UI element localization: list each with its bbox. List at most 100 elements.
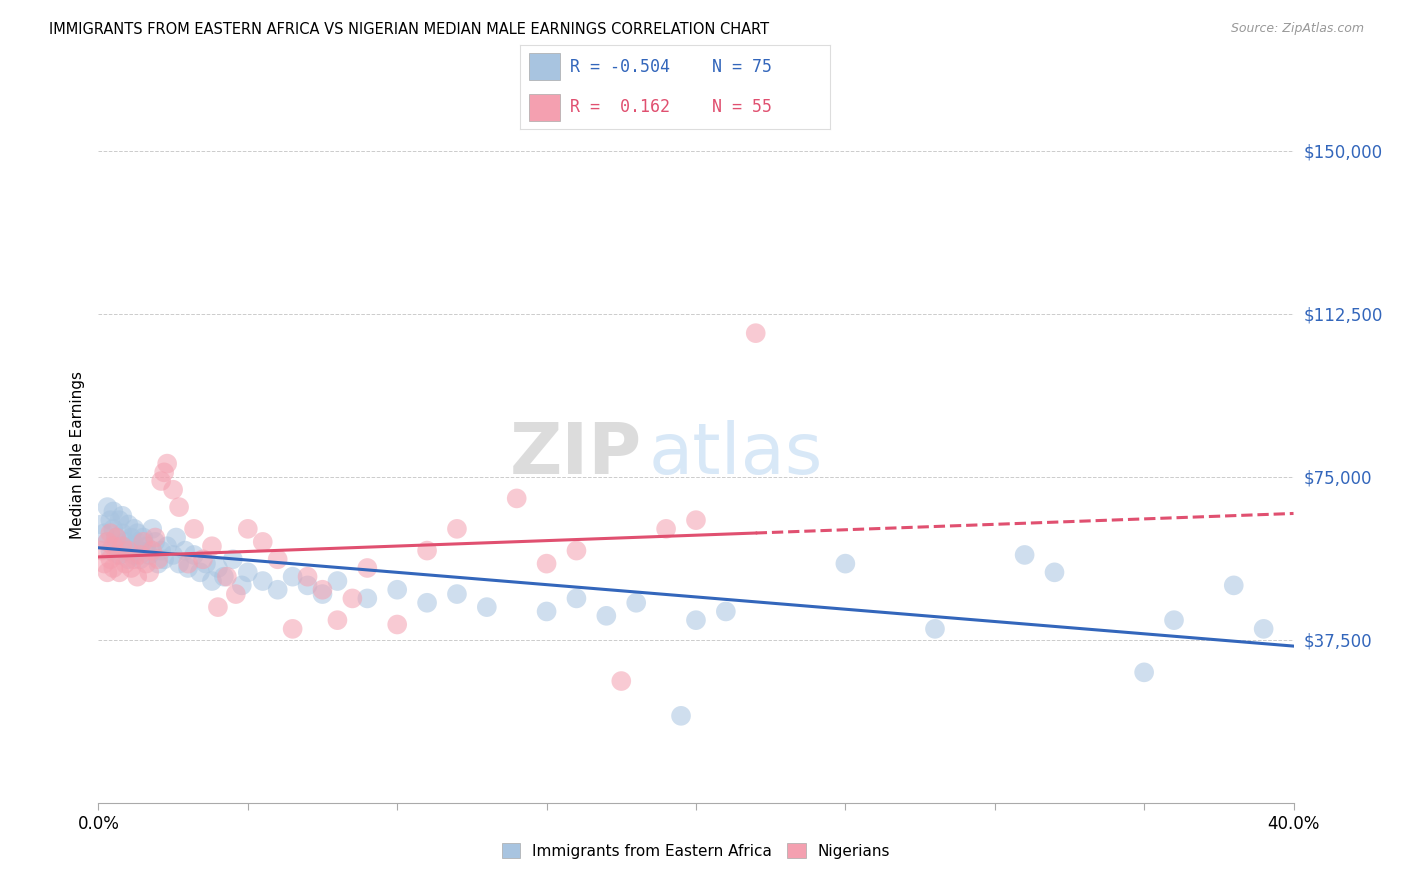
Point <box>162 548 184 562</box>
Point <box>1223 578 1246 592</box>
Point <box>153 466 176 480</box>
Point <box>153 552 176 566</box>
Point <box>103 539 125 553</box>
Point <box>167 500 190 514</box>
Point <box>297 578 319 592</box>
Point <box>356 561 378 575</box>
Point <box>311 587 333 601</box>
Point <box>1043 566 1066 580</box>
Point <box>610 674 633 689</box>
Point <box>191 552 214 566</box>
Point <box>834 557 856 571</box>
Point <box>212 570 235 584</box>
Point <box>416 543 439 558</box>
Point <box>124 552 146 566</box>
Point <box>138 566 160 580</box>
Point <box>98 543 122 558</box>
Point <box>225 587 247 601</box>
Point <box>129 543 152 558</box>
Point <box>111 526 134 541</box>
Point <box>143 534 166 549</box>
Point <box>138 548 160 562</box>
Point <box>201 574 224 588</box>
Point <box>416 596 439 610</box>
Point <box>252 534 274 549</box>
Point <box>114 557 136 571</box>
Point <box>201 539 224 553</box>
FancyBboxPatch shape <box>530 94 561 120</box>
Point <box>143 531 166 545</box>
Y-axis label: Median Male Earnings: Median Male Earnings <box>69 371 84 539</box>
Point <box>124 548 146 562</box>
Text: R =  0.162: R = 0.162 <box>569 98 669 116</box>
Point <box>103 561 125 575</box>
Point <box>167 557 190 571</box>
Point <box>105 531 128 545</box>
Point <box>96 534 118 549</box>
Point <box>105 548 128 562</box>
Point <box>108 548 131 562</box>
Point <box>108 513 131 527</box>
Point <box>127 526 149 541</box>
Point <box>385 617 409 632</box>
Point <box>595 608 617 623</box>
Point <box>188 566 211 580</box>
Point <box>105 539 128 553</box>
Point <box>93 526 115 541</box>
Point <box>1133 665 1156 680</box>
Point <box>655 522 678 536</box>
Point <box>129 548 152 562</box>
Point <box>267 552 290 566</box>
Point <box>236 522 259 536</box>
Text: N = 75: N = 75 <box>711 58 772 76</box>
Point <box>103 522 125 536</box>
Point <box>148 557 170 571</box>
Point <box>117 517 139 532</box>
Point <box>1253 622 1275 636</box>
Point <box>281 570 304 584</box>
Point <box>177 561 200 575</box>
Point <box>297 570 319 584</box>
Point <box>745 326 768 340</box>
Point <box>141 543 163 558</box>
Point <box>222 552 245 566</box>
Point <box>90 543 112 558</box>
Point <box>356 591 378 606</box>
Point <box>924 622 946 636</box>
Point <box>326 574 349 588</box>
Point <box>98 513 122 527</box>
Point <box>565 543 588 558</box>
Point <box>98 526 122 541</box>
Point <box>108 566 131 580</box>
Point <box>714 605 737 619</box>
Text: R = -0.504: R = -0.504 <box>569 58 669 76</box>
Point <box>342 591 364 606</box>
FancyBboxPatch shape <box>530 54 561 80</box>
Point <box>1014 548 1036 562</box>
Point <box>90 517 112 532</box>
Text: Source: ZipAtlas.com: Source: ZipAtlas.com <box>1230 22 1364 36</box>
Point <box>117 543 139 558</box>
Point <box>96 500 118 514</box>
Point <box>231 578 253 592</box>
Point <box>117 552 139 566</box>
Point <box>156 539 179 553</box>
Point <box>114 534 136 549</box>
Point <box>132 531 155 545</box>
Point <box>141 522 163 536</box>
Text: atlas: atlas <box>648 420 823 490</box>
Point <box>326 613 349 627</box>
Point <box>111 508 134 523</box>
Point <box>626 596 648 610</box>
Point <box>156 457 179 471</box>
Point <box>98 552 122 566</box>
Point <box>236 566 259 580</box>
Point <box>162 483 184 497</box>
Point <box>148 552 170 566</box>
Point <box>120 539 142 553</box>
Point <box>536 557 558 571</box>
Point <box>174 543 197 558</box>
Text: ZIP: ZIP <box>510 420 643 490</box>
Point <box>446 587 468 601</box>
Point <box>93 557 115 571</box>
